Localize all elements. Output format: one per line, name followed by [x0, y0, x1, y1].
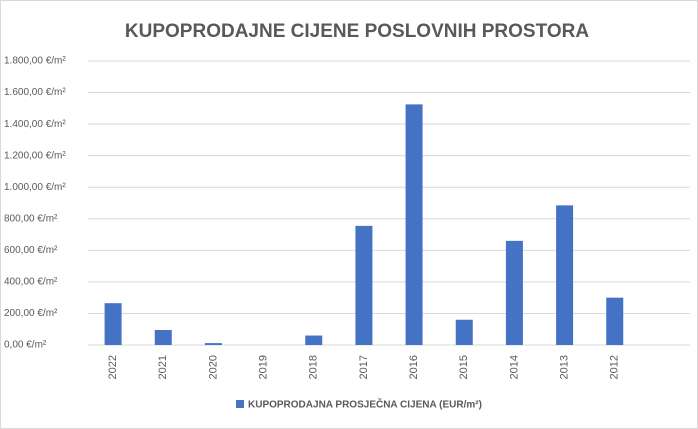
chart-title: KUPOPRODAJNE CIJENE POSLOVNIH PROSTORA: [125, 21, 589, 42]
x-tick-label: 2017: [358, 355, 370, 379]
x-tick-label: 2018: [308, 355, 320, 379]
x-tick-label: 2012: [609, 355, 621, 379]
x-tick-label: 2022: [107, 355, 119, 379]
bar: [305, 335, 323, 345]
x-tick-label: 2019: [257, 355, 269, 379]
y-tick-label: 400,00 €/m²: [4, 277, 58, 288]
legend-swatch: [236, 400, 244, 408]
legend-label: KUPOPRODAJNA PROSJEČNA CIJENA (EUR/m²): [248, 398, 482, 411]
x-tick-label: 2013: [558, 355, 570, 379]
x-tick-label: 2015: [458, 355, 470, 379]
bar: [355, 225, 373, 345]
bar: [606, 297, 624, 345]
bar: [455, 319, 473, 345]
x-tick-label: 2016: [408, 355, 420, 379]
bar: [204, 343, 222, 345]
bar: [154, 330, 172, 345]
y-tick-label: 1.000,00 €/m²: [4, 182, 66, 193]
bar: [505, 240, 523, 345]
bar: [556, 205, 574, 345]
y-tick-label: 800,00 €/m²: [4, 213, 58, 224]
y-tick-label: 0,00 €/m²: [4, 340, 47, 351]
x-tick-label: 2014: [508, 355, 520, 379]
y-tick-label: 1.600,00 €/m²: [4, 87, 66, 98]
y-tick-label: 1.200,00 €/m²: [4, 150, 66, 161]
bar: [104, 303, 122, 345]
y-tick-label: 200,00 €/m²: [4, 308, 58, 319]
x-tick-label: 2020: [207, 355, 219, 379]
y-tick-label: 1.800,00 €/m²: [4, 56, 66, 67]
bar: [405, 104, 423, 345]
x-tick-label: 2021: [157, 355, 169, 379]
y-tick-label: 1.400,00 €/m²: [4, 119, 66, 130]
y-tick-label: 600,00 €/m²: [4, 245, 58, 256]
